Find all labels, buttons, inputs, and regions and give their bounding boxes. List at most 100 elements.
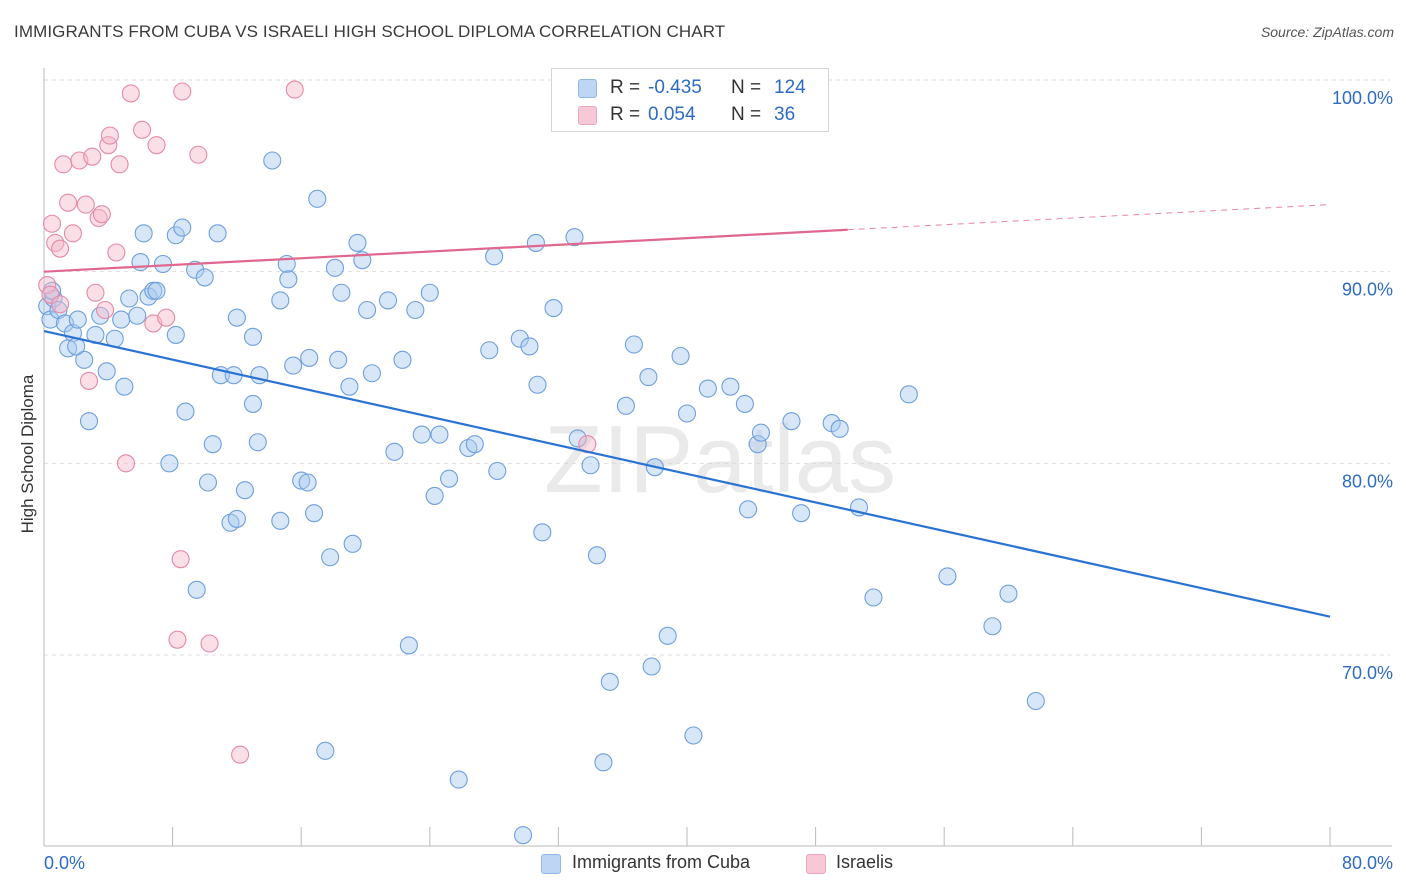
axes [43, 68, 1392, 847]
point-cuba [600, 672, 619, 691]
point-cuba [348, 233, 367, 252]
point-cuba [208, 224, 227, 243]
point-cuba [166, 226, 185, 245]
point-cuba [528, 375, 547, 394]
point-cuba [671, 346, 690, 366]
legend-swatch-israelis [578, 106, 597, 125]
point-cuba [465, 435, 484, 454]
y-tick-label: 70.0% [1342, 663, 1393, 683]
y-tick-label: 80.0% [1342, 471, 1393, 491]
point-cuba [616, 396, 635, 415]
x-tick-label: 80.0% [1342, 853, 1393, 873]
trend-line-israelis [43, 228, 848, 273]
point-cuba [292, 471, 311, 490]
point-cuba [120, 289, 139, 308]
point-cuba [79, 412, 99, 431]
point-cuba [316, 741, 335, 760]
point-israelis [96, 300, 115, 320]
point-cuba [75, 350, 94, 369]
point-israelis [121, 84, 140, 103]
point-israelis [107, 243, 126, 262]
legend-n-value: 124 [774, 77, 806, 98]
point-cuba [358, 300, 377, 320]
point-israelis [54, 155, 73, 174]
point-cuba [173, 218, 192, 237]
point-cuba [748, 435, 767, 454]
point-cuba [248, 433, 267, 452]
point-cuba [325, 258, 345, 277]
point-israelis [38, 276, 57, 295]
point-cuba [227, 308, 246, 327]
x-tick-label: 0.0% [44, 853, 85, 873]
point-cuba [284, 356, 303, 375]
bottom-legend-swatch-israelis [806, 854, 826, 874]
point-israelis [51, 239, 70, 258]
point-cuba [594, 753, 613, 772]
point-cuba [658, 626, 677, 645]
trend-lines [43, 204, 1331, 618]
legend-r-label: R = [610, 104, 641, 125]
point-cuba [115, 377, 134, 396]
point-cuba [480, 341, 499, 360]
point-cuba [271, 291, 290, 310]
point-cuba [305, 504, 324, 523]
point-cuba [684, 726, 703, 745]
point-israelis [133, 120, 152, 139]
point-israelis [285, 80, 304, 99]
point-israelis [200, 634, 219, 653]
point-cuba [999, 584, 1018, 603]
point-cuba [203, 435, 222, 454]
point-cuba [166, 325, 185, 344]
point-cuba [134, 224, 153, 243]
point-israelis [99, 136, 118, 155]
point-cuba [227, 509, 246, 528]
trend-line-israelis-extension [847, 204, 1331, 231]
point-cuba [298, 473, 317, 492]
point-cuba [440, 469, 459, 488]
point-cuba [735, 394, 754, 413]
chart-title: IMMIGRANTS FROM CUBA VS ISRAELI HIGH SCH… [14, 22, 726, 41]
point-cuba [176, 402, 195, 421]
point-cuba [332, 283, 351, 302]
point-cuba [983, 617, 1002, 636]
legend-n-label: N = [731, 77, 762, 98]
legend-r-value: -0.435 [648, 77, 702, 98]
legend-n-value: 36 [774, 104, 796, 125]
point-cuba [187, 580, 206, 599]
point-israelis [171, 550, 190, 569]
point-cuba [160, 454, 179, 473]
bottom-legend-swatch-cuba [541, 854, 561, 874]
point-cuba [412, 425, 431, 444]
point-cuba [792, 504, 811, 523]
point-cuba [568, 429, 587, 448]
legend-r-value: 0.054 [648, 104, 696, 125]
point-cuba [195, 268, 214, 287]
point-cuba [581, 456, 600, 475]
data-points [38, 70, 1045, 845]
stats-legend: R = -0.435 N = 124 R = 0.054 N = 36 [551, 68, 829, 132]
point-israelis [59, 193, 78, 212]
point-israelis [86, 283, 105, 302]
point-israelis [173, 82, 192, 101]
point-israelis [79, 371, 99, 390]
legend-row-israelis: R = 0.054 N = 36 [552, 101, 828, 127]
point-israelis [92, 205, 111, 224]
point-israelis [231, 745, 250, 764]
point-cuba [698, 379, 717, 398]
point-cuba [112, 310, 131, 329]
point-israelis [168, 630, 187, 649]
point-cuba [624, 335, 644, 354]
point-israelis [63, 224, 82, 243]
point-cuba [751, 423, 770, 442]
trend-line-cuba [43, 330, 1331, 618]
point-israelis [76, 195, 95, 214]
point-cuba [449, 770, 468, 789]
point-cuba [587, 546, 607, 565]
y-axis-label: High School Diploma [18, 374, 37, 534]
legend-swatch-cuba [578, 79, 597, 98]
tick-labels: 70.0% 80.0% 90.0% 100.0% 0.0% 80.0% [44, 88, 1393, 873]
point-israelis [42, 214, 62, 233]
point-cuba [510, 329, 529, 348]
point-cuba [420, 283, 439, 302]
